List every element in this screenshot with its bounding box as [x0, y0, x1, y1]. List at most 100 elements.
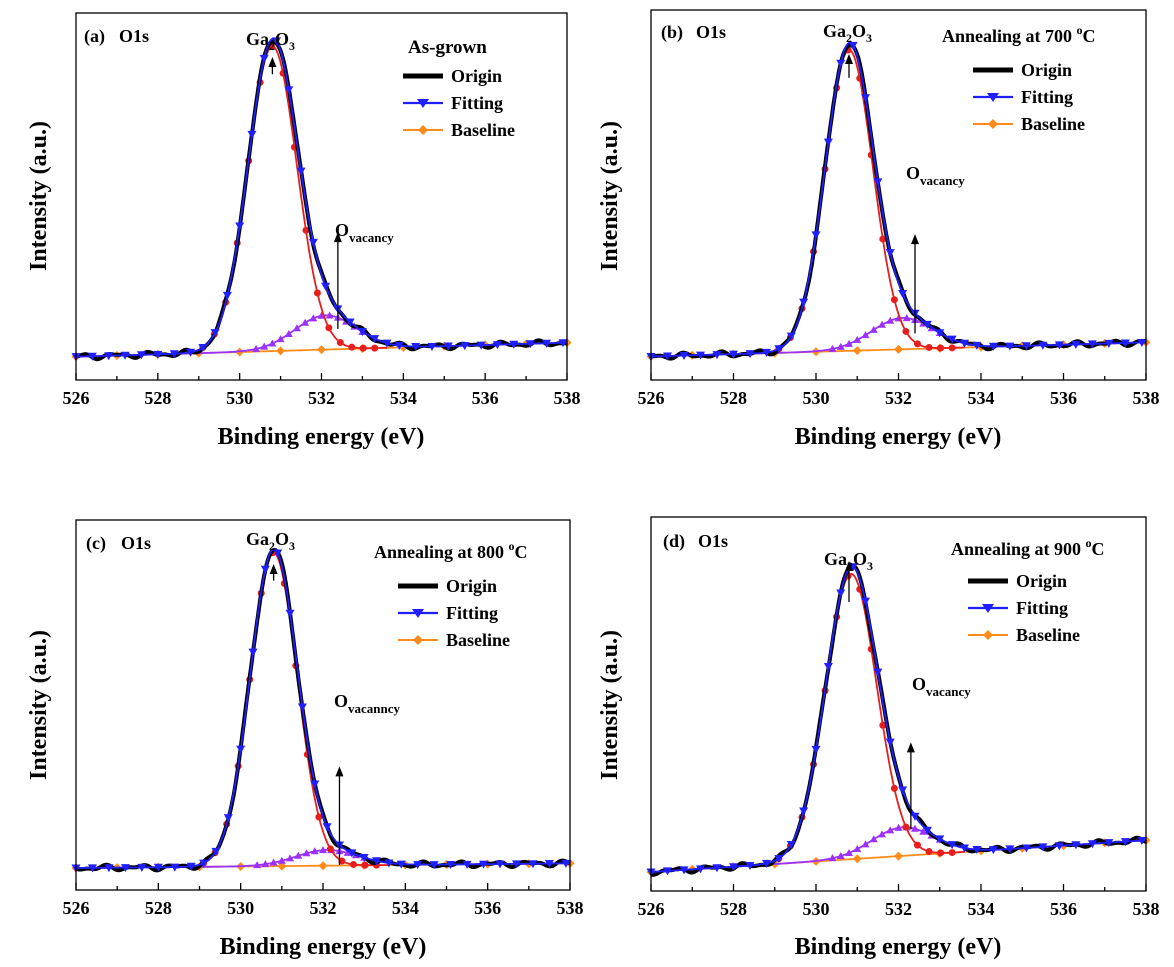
panel-b-fitting-marker [663, 352, 672, 361]
panel-c-fitting-marker [528, 860, 538, 869]
panel-a-fitting-marker [492, 341, 502, 350]
panel-c-vacancy-marker [319, 846, 327, 854]
panel-d-fitting-marker [663, 867, 672, 876]
panel-c-vacancy-sub: vacanncy [348, 701, 401, 716]
panel-c-fitting-marker [462, 860, 472, 869]
panel-b-fitting-marker [861, 94, 870, 103]
panel-d-main-annotation: Ga2O3 [824, 549, 873, 573]
panel-d-ga2o3-marker [879, 721, 887, 729]
panel-a-ga2o3-marker [336, 339, 344, 347]
panel-d-xtick-label: 536 [1050, 899, 1077, 919]
panel-d-ylabel: Intensity (a.u.) [597, 630, 623, 780]
panel-c-baseline-marker [277, 861, 287, 871]
panel-b-fitting-marker [1021, 342, 1031, 351]
panel-a-fitting-marker [427, 342, 437, 351]
panel-b-fitting-marker [712, 351, 722, 360]
panel-c-label: (c) [86, 533, 106, 554]
panel-a-main-o: O [275, 29, 289, 49]
panel-b-vacancy-marker [836, 342, 845, 350]
panel-d-vacancy-component-line [650, 826, 1147, 873]
panel-c-ga2o3-marker [338, 857, 346, 865]
panel-d-fitting-marker [988, 846, 998, 855]
panel-c-ga2o3-marker [315, 813, 323, 821]
panel-d-legend-baseline: Baseline [1016, 625, 1080, 645]
panel-c-fitting-marker [297, 703, 307, 712]
panel-d-fitting-marker [696, 865, 705, 874]
panel-a-condition: As-grown [408, 37, 487, 58]
panel-b-xtick-label: 538 [1133, 388, 1160, 408]
panel-c-ylabel: Intensity (a.u.) [26, 630, 52, 780]
panel-d-vacancy-sub: vacancy [926, 684, 971, 699]
panel-b-main-ga: Ga [823, 21, 846, 41]
panel-b-fitting-marker [873, 178, 883, 187]
panel-a-baseline-marker [317, 345, 326, 355]
panel-d-vacancy-marker [878, 830, 886, 838]
panel-c-fitting-marker [137, 863, 147, 872]
panel-d-ga2o3-marker [925, 847, 933, 855]
panel-a-fitting-marker [382, 339, 392, 348]
panel-b-baseline-marker [894, 344, 903, 354]
panel-b-xlabel: Binding energy (eV) [795, 424, 1002, 450]
panel-b-main-o: O [852, 21, 866, 41]
panel-b-fitting-marker [1038, 341, 1048, 350]
panel-d-vacancy-marker [845, 848, 853, 856]
panel-b-fitting-marker [836, 59, 846, 68]
panel-d-condition: Annealing at 900 oC [951, 536, 1105, 559]
panel-b-xtick-label: 528 [720, 388, 747, 408]
panel-b-fitting-marker [729, 350, 738, 359]
panel-a-fitting-marker [169, 350, 179, 359]
panel-c-vacancy-marker [277, 856, 286, 864]
panel-d-vacancy-marker [869, 835, 878, 843]
panel-c-fitting-marker [199, 859, 209, 868]
panel-c-fitting-marker [153, 863, 163, 872]
panel-c-main-sub2: 3 [289, 539, 295, 553]
panel-d-condition-unit: C [1092, 539, 1105, 559]
panel-c-fitting-marker [211, 847, 221, 856]
panel-b-ga2o3-marker [913, 340, 921, 348]
panel-c-legend: Origin Fitting Baseline [398, 576, 510, 650]
panel-b-plot-area [646, 41, 1151, 361]
panel-b-vacancy-marker [878, 320, 886, 328]
panel-c-fitting-line [75, 548, 571, 869]
panel-b-fitting-marker [1054, 341, 1064, 350]
panel-d-legend-origin: Origin [1016, 571, 1067, 591]
panel-a-vacancy-marker [268, 339, 277, 347]
panel-b-label: (b) [661, 22, 683, 43]
panel-d-fitting-marker [836, 589, 846, 598]
panel-a-ga2o3-marker [348, 343, 356, 351]
panel-d-fitting-marker [786, 840, 796, 849]
panel-c-condition-text: Annealing at 800 [374, 542, 509, 562]
panel-d-fitting-marker [861, 597, 870, 606]
panel-d-main-sub2: 3 [867, 559, 873, 573]
panel-b-xtick-label: 530 [803, 388, 830, 408]
panel-b-vacancy-marker [902, 314, 911, 322]
panel-b-fitting-marker [922, 320, 932, 329]
panel-b-ga2o3-marker [925, 343, 933, 351]
panel-c-xtick-label: 526 [63, 898, 90, 918]
panel-b-fitting-marker [935, 329, 945, 338]
panel-a-fitting-marker [345, 318, 355, 327]
panel-d-condition-degree: o [1086, 536, 1092, 550]
panel-a-label: (a) [84, 26, 105, 47]
panel-d-fitting-marker [712, 864, 722, 873]
panel-c-xtick-label: 532 [310, 898, 337, 918]
panel-a-fitting-marker [509, 340, 519, 349]
panel-b-fitting-marker [823, 138, 833, 147]
panel-d-fitting-marker [1054, 842, 1064, 851]
panel-c-fitting-marker [396, 860, 406, 869]
panel-a-main-ga: Ga [246, 29, 269, 49]
panel-a-vacancy-arrowhead [333, 232, 342, 243]
panel-c-fitting-marker [236, 745, 246, 754]
panel-d-ga2o3-marker [890, 784, 898, 792]
panel-c-fitting-marker [384, 859, 394, 868]
panel-c-condition-degree: o [509, 539, 515, 553]
panel-d-fitting-marker [848, 563, 858, 572]
panel-b-legend-fitting: Fitting [1021, 87, 1073, 107]
panel-b-ga2o3-component-line [750, 48, 965, 355]
panel-d-legend: Origin Fitting Baseline [968, 571, 1080, 645]
panel-c-vacancy-marker [294, 851, 303, 859]
panel-a-xtick-label: 526 [63, 388, 90, 408]
panel-a-vacancy-marker [292, 324, 301, 332]
panel-b-vacancy-sub: vacancy [920, 173, 965, 188]
panel-d-fitting-marker [1087, 840, 1097, 849]
